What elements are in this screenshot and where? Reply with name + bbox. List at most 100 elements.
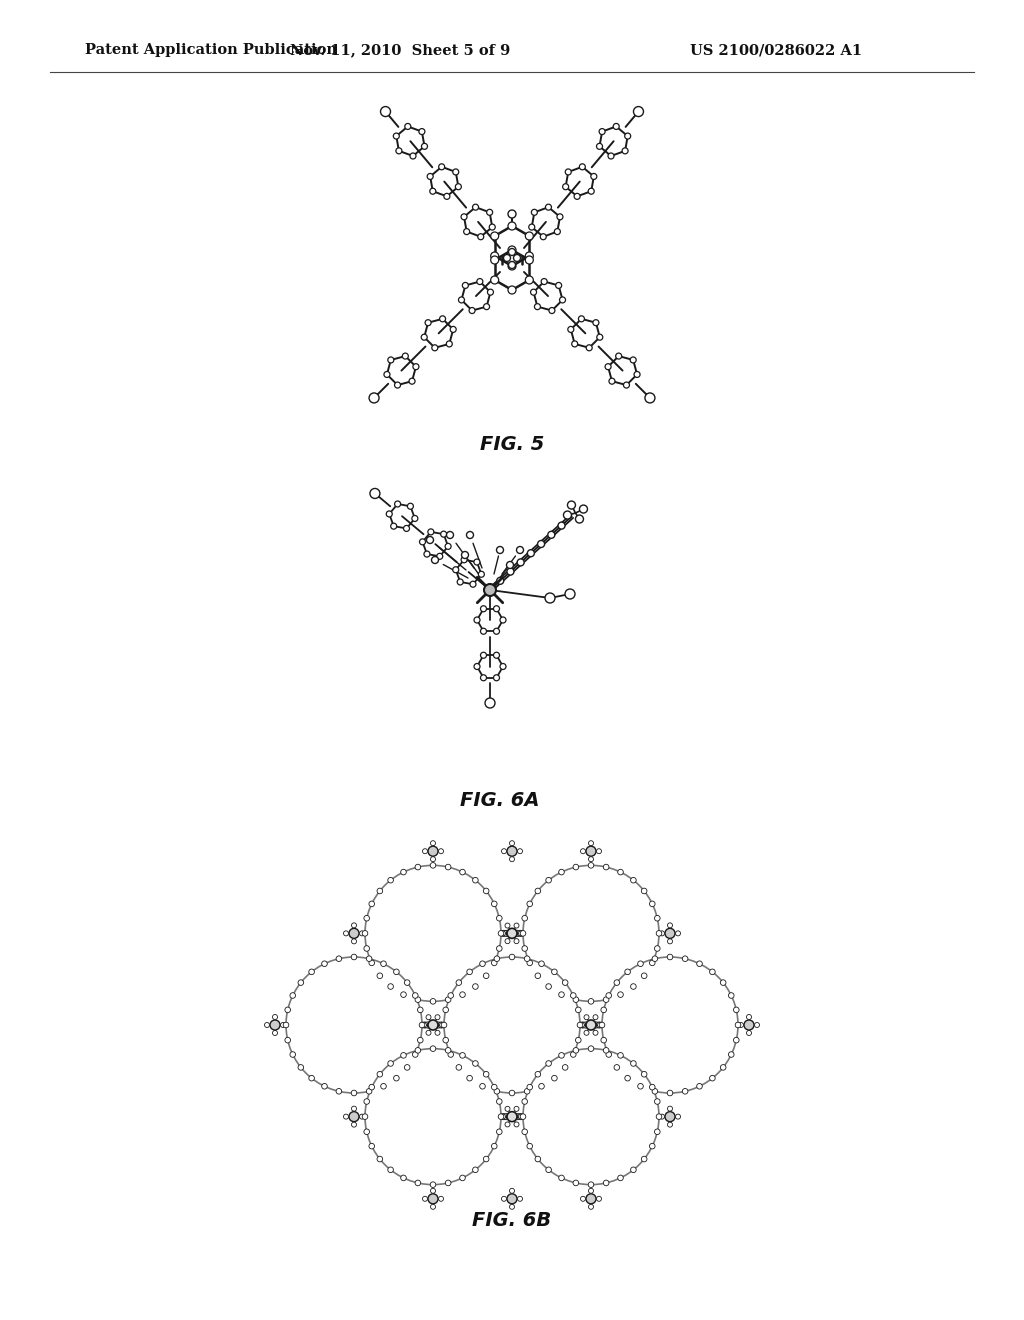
- Circle shape: [625, 1076, 631, 1081]
- Circle shape: [440, 531, 446, 537]
- Circle shape: [494, 606, 500, 611]
- Text: US 2100/0286022 A1: US 2100/0286022 A1: [690, 44, 862, 57]
- Circle shape: [574, 193, 581, 199]
- Circle shape: [284, 1022, 289, 1028]
- Circle shape: [427, 536, 433, 544]
- Circle shape: [507, 568, 514, 576]
- Circle shape: [413, 993, 418, 998]
- Circle shape: [617, 1175, 624, 1180]
- Circle shape: [298, 979, 304, 986]
- Circle shape: [597, 1196, 601, 1201]
- Circle shape: [369, 960, 375, 966]
- Circle shape: [459, 297, 465, 302]
- Circle shape: [625, 1072, 630, 1077]
- Circle shape: [309, 1076, 314, 1081]
- Circle shape: [387, 979, 393, 986]
- Circle shape: [545, 1064, 551, 1071]
- Circle shape: [552, 1076, 557, 1081]
- Circle shape: [633, 985, 638, 990]
- Circle shape: [443, 193, 450, 199]
- Circle shape: [617, 870, 624, 875]
- Circle shape: [351, 923, 356, 928]
- Circle shape: [388, 974, 398, 985]
- Circle shape: [490, 232, 499, 240]
- Text: FIG. 6B: FIG. 6B: [472, 1210, 552, 1229]
- Circle shape: [478, 572, 484, 577]
- Circle shape: [460, 1175, 465, 1180]
- Circle shape: [469, 977, 475, 982]
- Circle shape: [554, 969, 558, 974]
- Circle shape: [562, 979, 568, 986]
- Circle shape: [500, 616, 506, 623]
- Circle shape: [502, 849, 507, 854]
- Circle shape: [386, 1060, 391, 1065]
- Circle shape: [577, 1022, 583, 1028]
- Circle shape: [517, 558, 524, 566]
- Circle shape: [438, 1022, 444, 1028]
- Circle shape: [512, 1114, 518, 1119]
- Circle shape: [567, 502, 575, 510]
- Circle shape: [624, 1060, 629, 1065]
- Circle shape: [589, 1188, 594, 1193]
- Circle shape: [290, 993, 296, 998]
- Circle shape: [351, 1090, 356, 1096]
- Circle shape: [710, 1076, 715, 1081]
- Circle shape: [525, 276, 534, 284]
- Circle shape: [388, 878, 393, 883]
- Circle shape: [369, 393, 379, 403]
- Circle shape: [589, 1204, 594, 1209]
- Circle shape: [539, 961, 545, 966]
- Circle shape: [623, 148, 628, 154]
- Circle shape: [546, 1061, 551, 1067]
- Circle shape: [483, 1072, 489, 1077]
- Circle shape: [624, 1076, 629, 1081]
- Circle shape: [659, 1114, 665, 1119]
- Circle shape: [755, 1023, 760, 1027]
- Circle shape: [474, 616, 480, 623]
- Circle shape: [351, 1106, 356, 1111]
- Circle shape: [498, 1114, 504, 1119]
- Circle shape: [507, 846, 517, 857]
- Circle shape: [470, 581, 476, 587]
- Circle shape: [575, 1007, 581, 1012]
- Circle shape: [460, 991, 465, 998]
- Circle shape: [394, 1072, 399, 1077]
- Circle shape: [509, 261, 515, 268]
- Circle shape: [629, 978, 635, 985]
- Circle shape: [580, 1022, 586, 1028]
- Circle shape: [445, 865, 451, 870]
- Circle shape: [631, 878, 636, 883]
- Circle shape: [744, 1020, 754, 1030]
- Circle shape: [588, 862, 594, 869]
- Circle shape: [285, 1007, 291, 1012]
- Circle shape: [392, 974, 398, 981]
- Circle shape: [509, 931, 515, 936]
- Circle shape: [466, 1076, 470, 1081]
- Circle shape: [539, 1084, 545, 1089]
- Circle shape: [394, 381, 400, 388]
- Circle shape: [453, 169, 459, 176]
- Circle shape: [430, 1204, 435, 1209]
- Circle shape: [377, 888, 383, 894]
- Circle shape: [427, 1022, 433, 1028]
- Circle shape: [438, 1196, 443, 1201]
- Circle shape: [393, 133, 399, 139]
- Circle shape: [659, 931, 665, 936]
- Circle shape: [445, 1048, 451, 1053]
- Circle shape: [415, 997, 421, 1002]
- Circle shape: [474, 1076, 479, 1081]
- Circle shape: [471, 1067, 477, 1072]
- Circle shape: [617, 1052, 624, 1059]
- Circle shape: [514, 1122, 519, 1127]
- Circle shape: [509, 1090, 515, 1096]
- Circle shape: [465, 1073, 471, 1080]
- Circle shape: [524, 1089, 530, 1094]
- Circle shape: [554, 228, 560, 235]
- Circle shape: [351, 939, 356, 944]
- Circle shape: [479, 1084, 485, 1089]
- Circle shape: [562, 1065, 568, 1071]
- Circle shape: [426, 1031, 431, 1035]
- Circle shape: [480, 628, 486, 634]
- Circle shape: [362, 931, 368, 936]
- Circle shape: [430, 1045, 436, 1052]
